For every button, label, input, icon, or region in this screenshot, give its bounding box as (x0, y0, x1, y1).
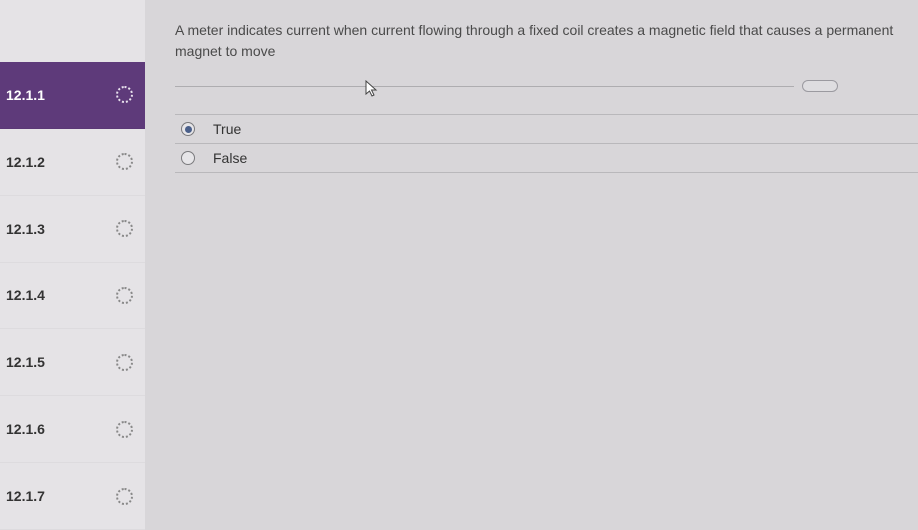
answer-options: True False (175, 114, 918, 173)
radio-icon (181, 122, 195, 136)
progress-circle-icon (116, 86, 133, 103)
progress-circle-icon (116, 488, 133, 505)
sidebar-item-label: 12.1.5 (6, 354, 45, 370)
sidebar-spacer (0, 0, 145, 62)
sidebar-item-12-1-6[interactable]: 12.1.6 (0, 396, 145, 463)
sidebar-item-label: 12.1.6 (6, 421, 45, 437)
sidebar-item-label: 12.1.7 (6, 488, 45, 504)
option-false[interactable]: False (175, 143, 918, 173)
question-nav-sidebar: 12.1.1 12.1.2 12.1.3 12.1.4 12.1.5 12.1.… (0, 0, 145, 530)
sidebar-item-12-1-5[interactable]: 12.1.5 (0, 329, 145, 396)
sidebar-item-12-1-7[interactable]: 12.1.7 (0, 463, 145, 530)
progress-circle-icon (116, 354, 133, 371)
option-label: False (213, 150, 247, 166)
option-true[interactable]: True (175, 114, 918, 143)
sidebar-item-12-1-2[interactable]: 12.1.2 (0, 129, 145, 196)
sidebar-item-label: 12.1.1 (6, 87, 45, 103)
divider-line (175, 86, 794, 87)
progress-circle-icon (116, 220, 133, 237)
sidebar-item-label: 12.1.3 (6, 221, 45, 237)
progress-circle-icon (116, 421, 133, 438)
link-pill-icon (802, 80, 838, 92)
progress-circle-icon (116, 287, 133, 304)
progress-circle-icon (116, 153, 133, 170)
main-content: A meter indicates current when current f… (145, 0, 918, 530)
option-label: True (213, 121, 241, 137)
sidebar-item-label: 12.1.2 (6, 154, 45, 170)
sidebar-item-12-1-4[interactable]: 12.1.4 (0, 263, 145, 330)
divider-row (175, 80, 918, 92)
sidebar-item-label: 12.1.4 (6, 287, 45, 303)
radio-icon (181, 151, 195, 165)
sidebar-item-12-1-3[interactable]: 12.1.3 (0, 196, 145, 263)
question-text: A meter indicates current when current f… (175, 20, 918, 62)
sidebar-item-12-1-1[interactable]: 12.1.1 (0, 62, 145, 129)
